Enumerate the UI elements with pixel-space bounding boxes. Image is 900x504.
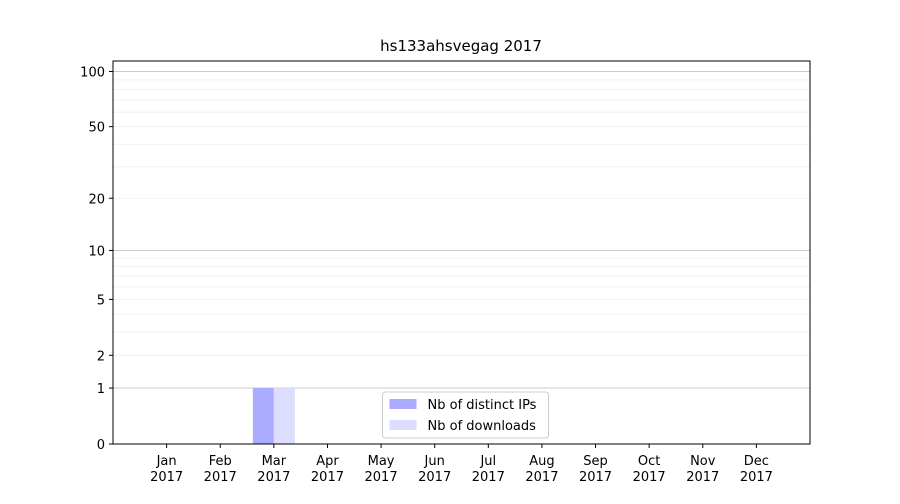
y-tick-label: 20 bbox=[88, 192, 105, 207]
y-tick-label: 0 bbox=[97, 438, 105, 453]
x-tick-label: Jun 2017 bbox=[418, 454, 451, 485]
x-tick-label: Jan 2017 bbox=[150, 454, 183, 485]
x-tick-label: Aug 2017 bbox=[525, 454, 558, 485]
legend-label: Nb of distinct IPs bbox=[428, 398, 537, 413]
chart-title: hs133ahsvegag 2017 bbox=[380, 37, 542, 55]
legend-swatch bbox=[389, 420, 417, 430]
legend-label: Nb of downloads bbox=[428, 419, 537, 434]
y-tick-label: 1 bbox=[97, 382, 105, 397]
x-tick-label: Dec 2017 bbox=[740, 454, 773, 485]
y-tick-label: 2 bbox=[97, 349, 105, 364]
x-tick-label: Feb 2017 bbox=[204, 454, 237, 485]
x-tick-label: May 2017 bbox=[365, 454, 398, 485]
bar bbox=[252, 388, 274, 444]
x-tick-label: Jul 2017 bbox=[472, 454, 505, 485]
legend-frame bbox=[382, 391, 549, 439]
x-tick-label: Apr 2017 bbox=[311, 454, 344, 485]
legend-swatch bbox=[389, 399, 417, 409]
y-tick-label: 100 bbox=[80, 65, 105, 80]
x-tick-label: Oct 2017 bbox=[633, 454, 666, 485]
x-tick-label: Sep 2017 bbox=[579, 454, 612, 485]
plot-frame bbox=[112, 60, 811, 445]
y-tick-label: 50 bbox=[88, 121, 105, 136]
y-tick-label: 5 bbox=[97, 293, 105, 308]
x-tick-label: Nov 2017 bbox=[686, 454, 719, 485]
y-tick-label: 10 bbox=[88, 244, 105, 259]
x-tick-label: Mar 2017 bbox=[257, 454, 290, 485]
bar bbox=[273, 388, 295, 444]
legend: Nb of distinct IPs Nb of downloads bbox=[382, 391, 549, 439]
